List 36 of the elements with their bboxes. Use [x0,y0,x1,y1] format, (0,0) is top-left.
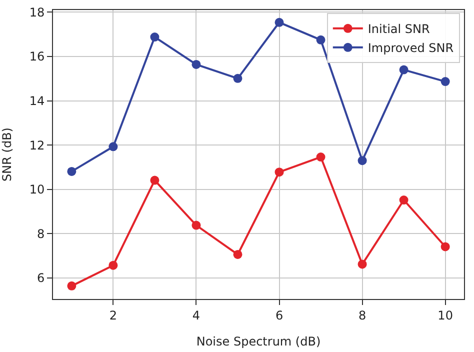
y-tick-label: 18 [29,5,45,20]
x-axis-title: Noise Spectrum (dB) [196,334,321,348]
point [274,18,284,27]
point [108,142,118,152]
x-tick-label: 8 [358,308,366,322]
point [233,250,242,259]
y-tick-label: 16 [29,50,45,64]
point [399,65,408,74]
point [274,168,284,177]
point [192,60,201,69]
point [108,260,118,270]
x-tick-label: 6 [275,308,284,322]
y-tick-label: 14 [29,94,45,108]
x-tick-label: 4 [192,308,200,322]
y-axis-title: SNR (dB) [0,128,14,182]
point [358,260,367,269]
y-tick-label: 12 [29,138,45,152]
y-tick-label: 10 [29,182,45,197]
point [67,281,76,290]
point [150,32,160,42]
point [440,242,450,252]
point [233,74,242,83]
point [440,77,450,86]
y-tick-label: 8 [36,226,45,241]
legend-label: Improved SNR [368,41,454,56]
point [316,35,326,44]
y-tick-label: 6 [36,271,45,286]
point [399,196,408,205]
point [316,152,326,162]
point [358,156,367,166]
x-tick-label: 2 [109,308,118,322]
legend-label: Initial SNR [368,22,430,36]
point [67,166,76,176]
point [192,220,201,230]
point [150,176,160,185]
x-tick-label: 10 [438,308,453,322]
